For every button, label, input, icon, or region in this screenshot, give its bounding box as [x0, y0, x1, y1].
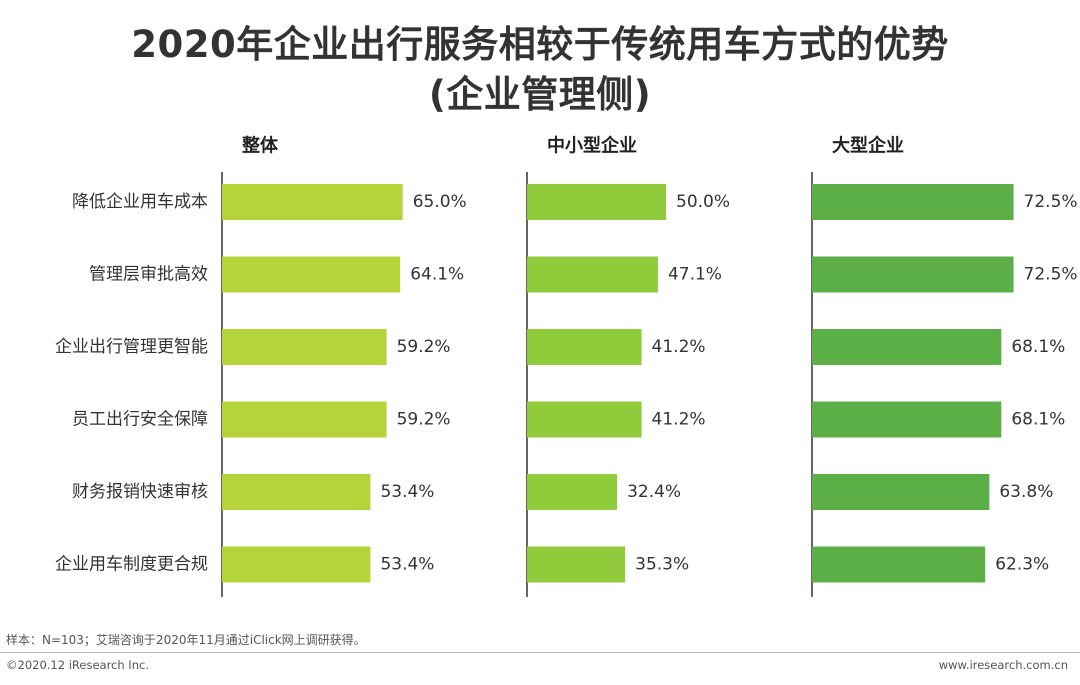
data-label: 50.0% [676, 192, 730, 212]
data-label: 68.1% [1011, 337, 1065, 357]
data-label: 59.2% [397, 410, 451, 430]
category-label: 企业出行管理更智能 [55, 337, 208, 357]
bar [812, 329, 1002, 365]
chart-title-line-1: 2020年企业出行服务相较于传统用车方式的优势 [131, 23, 949, 66]
data-label: 63.8% [999, 482, 1053, 502]
bar [527, 474, 618, 510]
data-label: 47.1% [668, 265, 722, 285]
bar [527, 546, 626, 583]
bar [222, 474, 371, 510]
data-label: 59.2% [397, 337, 451, 357]
bar [222, 256, 401, 293]
bar [812, 256, 1014, 293]
bar [527, 184, 666, 220]
bar [812, 401, 1002, 438]
category-label: 财务报销快速审核 [72, 482, 208, 502]
panel-title: 整体 [241, 135, 279, 157]
data-label: 35.3% [635, 555, 689, 575]
category-label: 管理层审批高效 [89, 265, 208, 285]
sample-note: 样本：N=103；艾瑞咨询于2020年11月通过iClick网上调研获得。 [6, 633, 366, 647]
panel-title: 中小型企业 [547, 135, 637, 157]
bar [222, 401, 387, 438]
bar [527, 401, 642, 438]
category-label: 企业用车制度更合规 [55, 555, 208, 575]
data-label: 62.3% [995, 555, 1049, 575]
bar [222, 546, 371, 583]
panel-title: 大型企业 [832, 135, 904, 157]
footer-copyright: ©2020.12 iResearch Inc. [6, 658, 149, 672]
data-label: 41.2% [652, 410, 706, 430]
bar [527, 329, 642, 365]
bar-chart: 降低企业用车成本管理层审批高效企业出行管理更智能员工出行安全保障财务报销快速审核… [55, 135, 1078, 597]
footer-divider [0, 652, 1080, 653]
bar [222, 184, 403, 220]
bar [812, 546, 986, 583]
data-label: 53.4% [380, 482, 434, 502]
data-label: 41.2% [652, 337, 706, 357]
bar [812, 184, 1014, 220]
category-label: 降低企业用车成本 [72, 192, 208, 212]
data-label: 65.0% [413, 192, 467, 212]
data-label: 72.5% [1024, 192, 1078, 212]
data-label: 68.1% [1011, 410, 1065, 430]
data-label: 64.1% [410, 265, 464, 285]
data-label: 53.4% [380, 555, 434, 575]
footer-website: www.iresearch.com.cn [938, 658, 1068, 672]
bar [527, 256, 658, 293]
chart-title-line-2: (企业管理侧) [428, 73, 652, 116]
bar [222, 329, 387, 365]
data-label: 32.4% [627, 482, 681, 502]
category-label: 员工出行安全保障 [72, 410, 208, 430]
bar [812, 474, 990, 510]
data-label: 72.5% [1024, 265, 1078, 285]
